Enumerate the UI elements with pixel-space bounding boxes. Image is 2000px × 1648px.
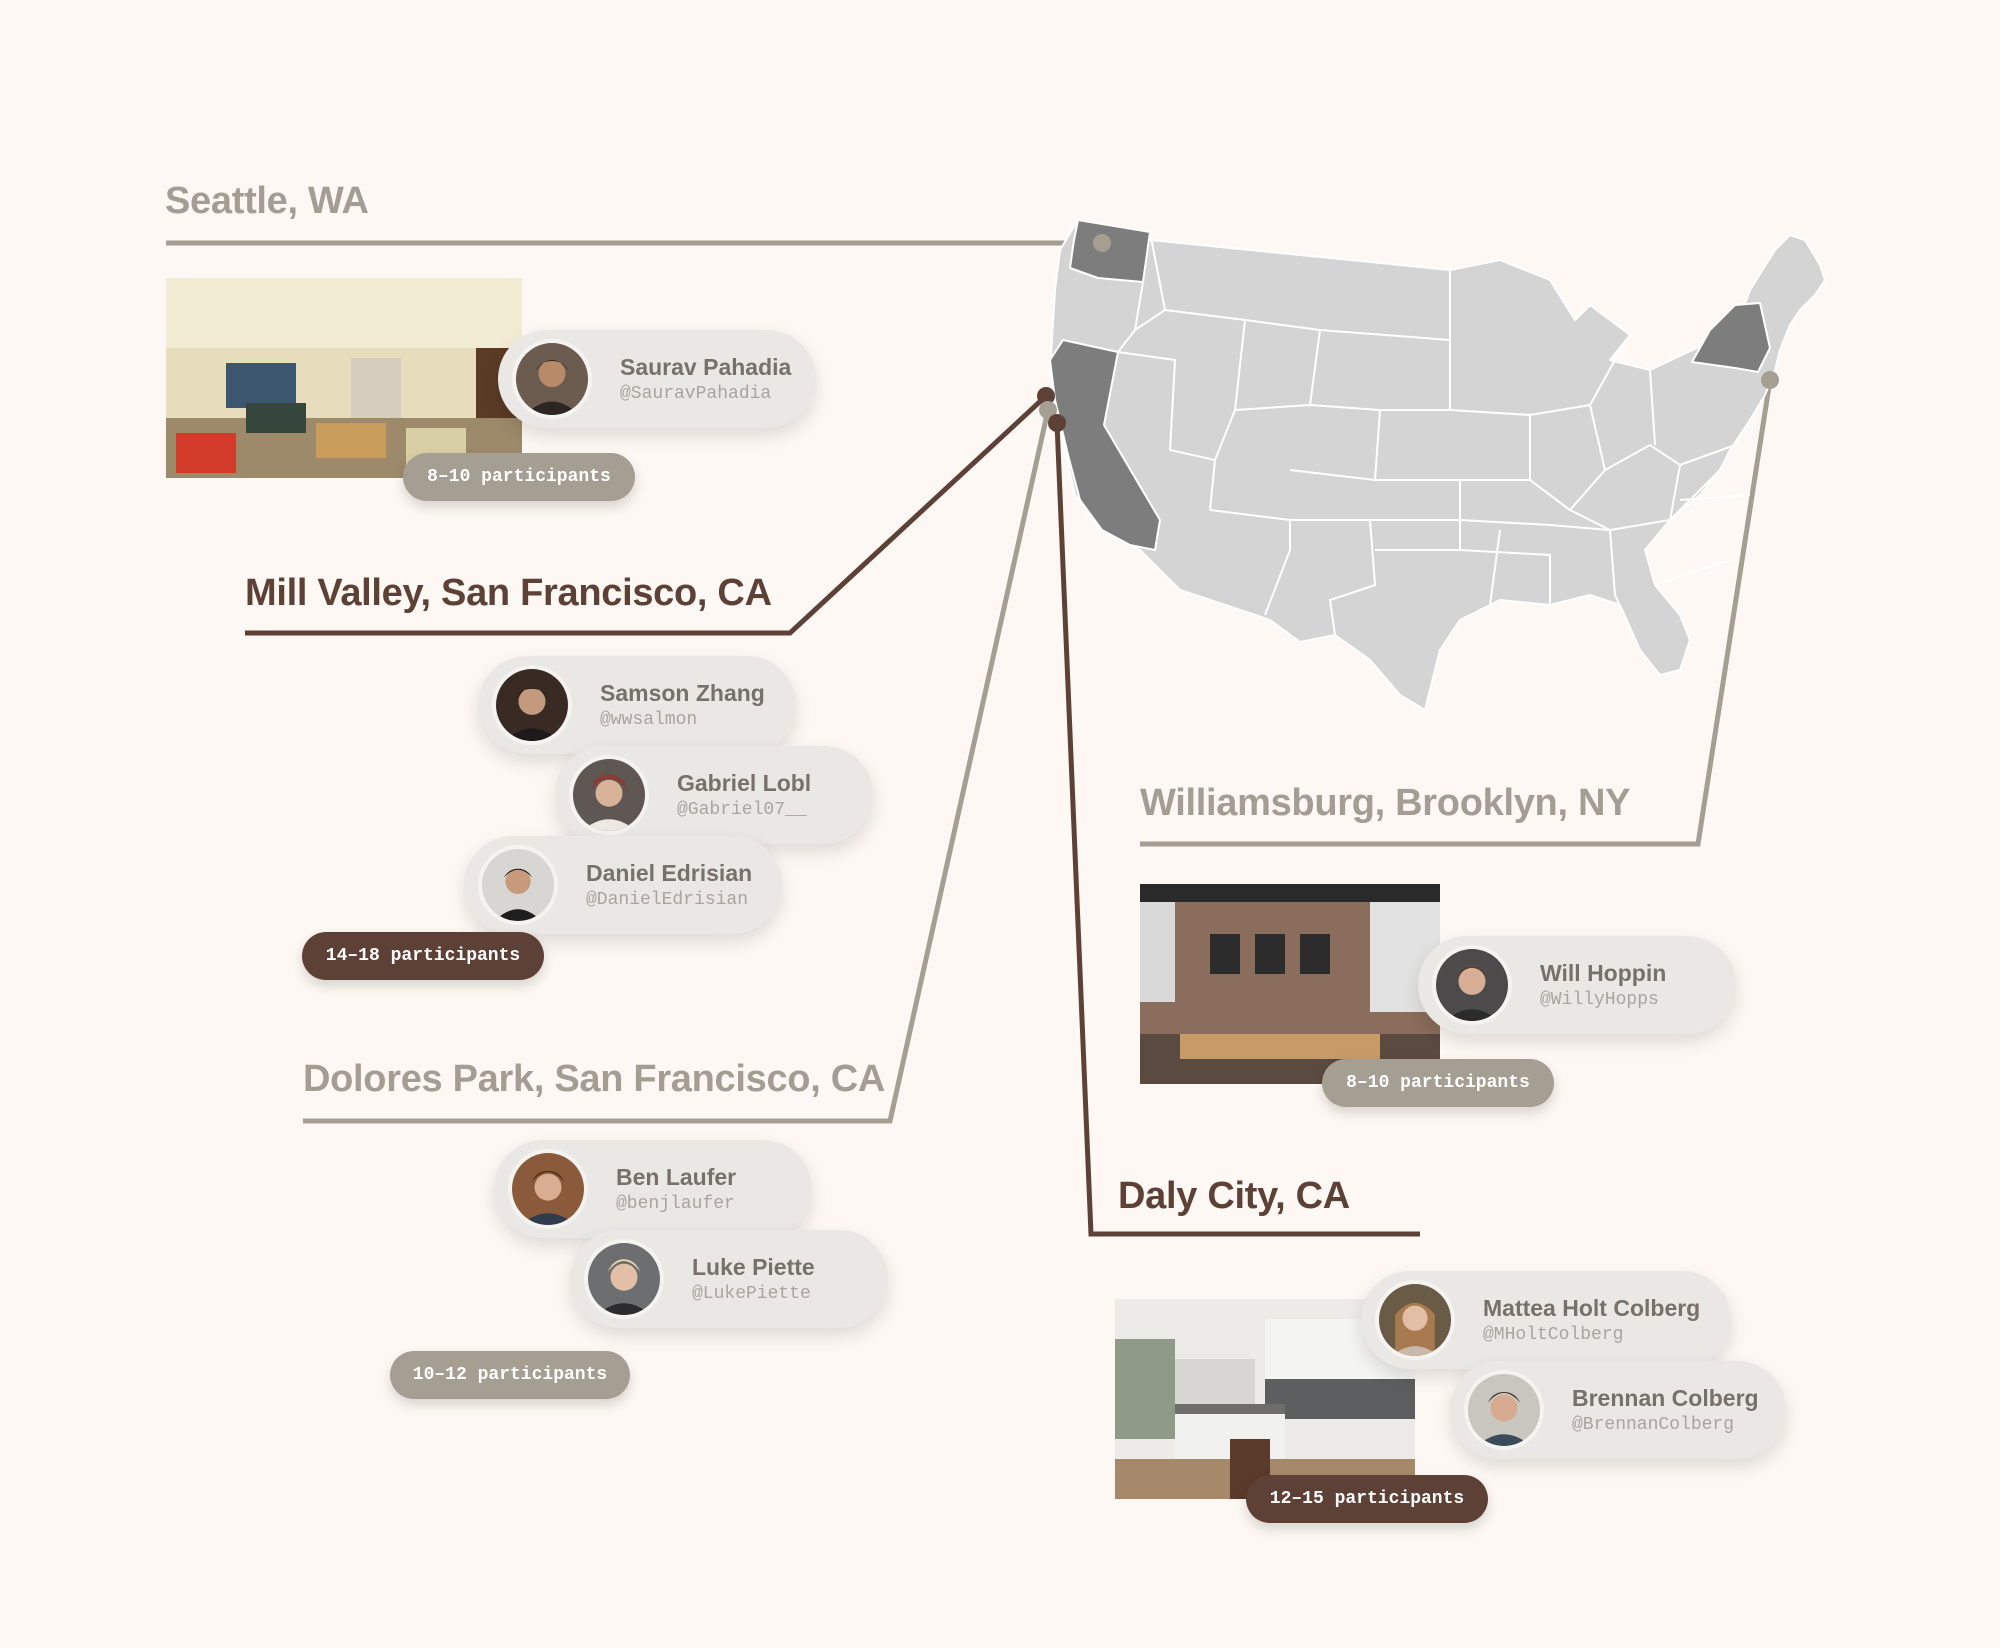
- participants-badge-daly-city: 12–15 participants: [1246, 1475, 1488, 1523]
- participants-badge-mill-valley: 14–18 participants: [302, 932, 544, 980]
- mill-valley-connector: [245, 394, 1048, 636]
- person-handle: @LukePiette: [692, 1284, 811, 1304]
- person-card-will-hoppin[interactable]: Will Hoppin @WillyHopps: [1418, 936, 1736, 1034]
- city-title-dolores-park: Dolores Park, San Francisco, CA: [303, 1058, 886, 1100]
- avatar: [1432, 945, 1512, 1025]
- person-name: Gabriel Lobl: [677, 770, 812, 796]
- avatar: [512, 339, 592, 419]
- avatar: [478, 845, 558, 925]
- daly-city-connector: [1054, 422, 1420, 1237]
- map-state-washington: [1069, 219, 1151, 283]
- williamsburg-connector: [1140, 379, 1773, 847]
- city-title-mill-valley: Mill Valley, San Francisco, CA: [245, 572, 772, 614]
- person-card-brennan-colberg[interactable]: Brennan Colberg @BrennanColberg: [1450, 1361, 1786, 1459]
- person-handle: @benjlaufer: [616, 1194, 735, 1214]
- dolores-park-connector: [303, 409, 1051, 1124]
- city-title-williamsburg: Williamsburg, Brooklyn, NY: [1140, 782, 1631, 824]
- person-card-saurav-pahadia[interactable]: Saurav Pahadia @SauravPahadia: [498, 330, 816, 428]
- person-card-samson-zhang[interactable]: Samson Zhang @wwsalmon: [478, 656, 796, 754]
- map-state-borders: [1117, 231, 1751, 651]
- person-name: Daniel Edrisian: [586, 860, 753, 886]
- map-state-new-york: [1691, 302, 1771, 373]
- person-handle: @SauravPahadia: [620, 384, 772, 404]
- person-handle: @wwsalmon: [600, 710, 698, 730]
- person-name: Saurav Pahadia: [620, 354, 792, 380]
- map-contiguous-us: [1049, 219, 1826, 711]
- person-card-luke-piette[interactable]: Luke Piette @LukePiette: [570, 1230, 888, 1328]
- person-name: Ben Laufer: [616, 1164, 737, 1190]
- person-handle: @DanielEdrisian: [586, 890, 749, 910]
- avatar: [1375, 1280, 1455, 1360]
- venue-photo-seattle: [166, 278, 522, 478]
- avatar: [584, 1239, 664, 1319]
- person-name: Brennan Colberg: [1572, 1385, 1759, 1411]
- person-name: Will Hoppin: [1540, 960, 1667, 986]
- participants-badge-seattle: 8–10 participants: [403, 453, 635, 501]
- person-card-ben-laufer[interactable]: Ben Laufer @benjlaufer: [494, 1140, 812, 1238]
- person-handle: @BrennanColberg: [1572, 1415, 1735, 1435]
- participants-badge-williamsburg: 8–10 participants: [1322, 1059, 1554, 1107]
- person-name: Samson Zhang: [600, 680, 765, 706]
- avatar: [569, 755, 649, 835]
- avatar: [508, 1149, 588, 1229]
- person-handle: @Gabriel07__: [677, 800, 807, 820]
- person-handle: @MHoltColberg: [1483, 1325, 1624, 1345]
- participants-badge-dolores-park: 10–12 participants: [390, 1351, 630, 1399]
- city-title-seattle: Seattle, WA: [165, 180, 369, 222]
- person-name: Luke Piette: [692, 1254, 815, 1280]
- us-map: [1037, 219, 1826, 711]
- person-name: Mattea Holt Colberg: [1483, 1295, 1701, 1321]
- map-marker-dolores-park: [1039, 401, 1057, 419]
- avatar: [492, 665, 572, 745]
- map-marker-mill-valley: [1037, 387, 1055, 405]
- person-card-daniel-edrisian[interactable]: Daniel Edrisian @DanielEdrisian: [464, 836, 782, 934]
- map-marker-seattle: [1093, 234, 1111, 252]
- venue-photo-williamsburg: [1140, 884, 1440, 1084]
- person-card-gabriel-lobl[interactable]: Gabriel Lobl @Gabriel07__: [555, 746, 873, 844]
- map-marker-brooklyn: [1761, 371, 1779, 389]
- person-card-mattea-holt-colberg[interactable]: Mattea Holt Colberg @MHoltColberg: [1361, 1271, 1731, 1369]
- person-handle: @WillyHopps: [1540, 990, 1659, 1010]
- city-title-daly-city: Daly City, CA: [1118, 1175, 1350, 1217]
- avatar: [1464, 1370, 1544, 1450]
- map-marker-daly-city: [1048, 414, 1066, 432]
